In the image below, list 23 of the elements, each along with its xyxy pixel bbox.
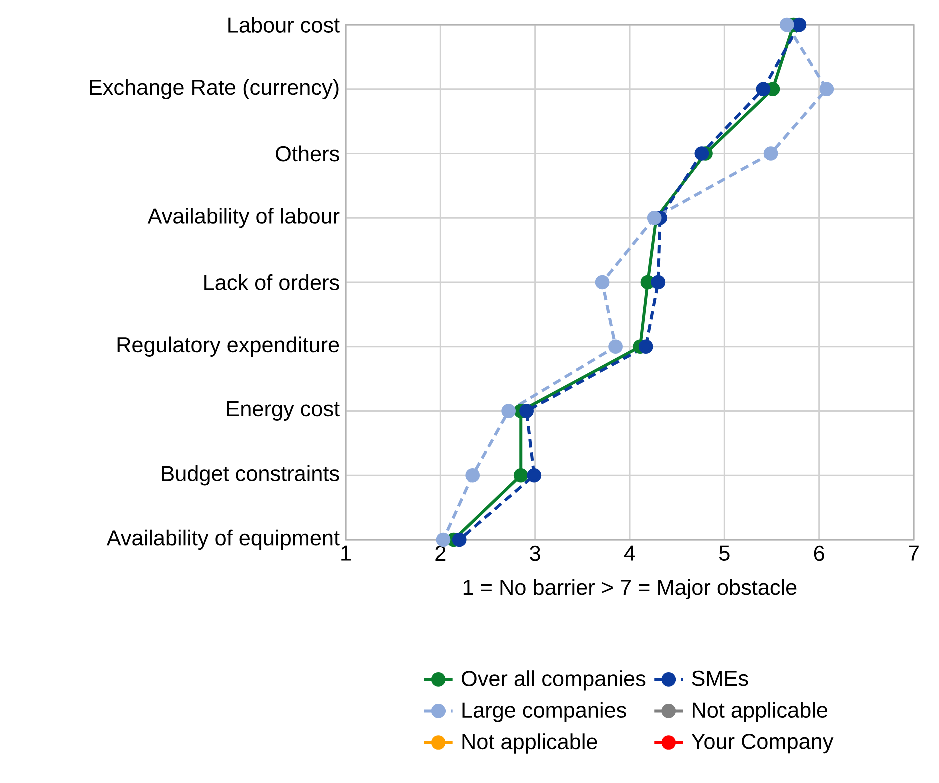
y-tick-label: Energy cost [227, 402, 340, 421]
legend-label: Not applicable [462, 734, 598, 754]
x-tick-label: 6 [814, 546, 824, 562]
y-tick-label: Others [276, 146, 340, 162]
legend-label: Over all companies [462, 670, 646, 691]
legend-label: Not applicable [693, 702, 828, 722]
x-tick-label: 3 [530, 546, 540, 562]
x-tick-label: 1 [342, 546, 351, 561]
y-tick-label: Lack of orders [204, 274, 340, 290]
x-axis-title: 1 = No barrier > 7 = Major obstacle [464, 579, 797, 600]
legend-label: Your Company [692, 734, 834, 754]
y-tick-label: Availability of equipment [106, 530, 340, 550]
legend-label: SMEs [692, 670, 748, 686]
x-tick-label: 7 [909, 546, 919, 561]
y-tick-label: Availability of labour [148, 208, 340, 228]
legend-label: Large companies [462, 702, 626, 722]
y-tick-label: Budget constraints [162, 466, 340, 486]
x-tick-label: 5 [720, 546, 730, 561]
y-tick-label: Regulatory expenditure [118, 336, 340, 357]
y-tick-label: Labour cost [228, 17, 340, 33]
x-tick-label: 4 [624, 546, 636, 561]
y-tick-label: Exchange Rate (currency) [90, 79, 339, 100]
x-tick-label: 2 [436, 546, 446, 562]
